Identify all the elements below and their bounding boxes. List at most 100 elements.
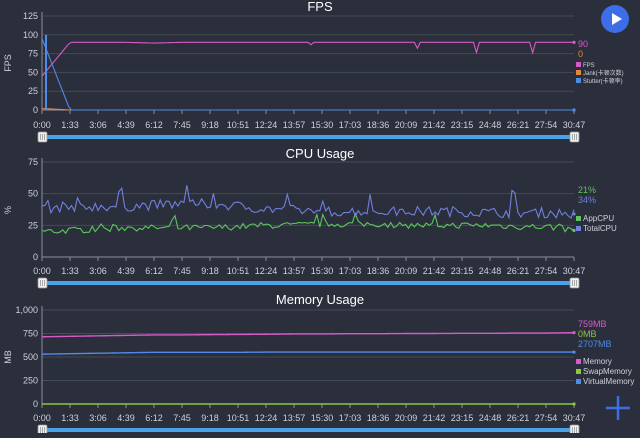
fps-current-value: 90 bbox=[578, 39, 588, 49]
play-button[interactable] bbox=[601, 5, 629, 33]
cpu-x-tick-label: 18:36 bbox=[367, 266, 390, 276]
memory-x-tick-label: 1:33 bbox=[61, 413, 79, 423]
memory-range-slider-track[interactable] bbox=[42, 428, 574, 432]
memory-x-tick-label: 12:24 bbox=[255, 413, 278, 423]
play-icon bbox=[612, 13, 622, 25]
cpu-y-tick-label: 0 bbox=[33, 252, 38, 262]
fps-range-slider-track[interactable] bbox=[42, 135, 574, 139]
memory-y-tick-label: 0 bbox=[33, 399, 38, 409]
fps-series-fps bbox=[41, 41, 574, 77]
cpu-x-tick-label: 27:54 bbox=[535, 266, 558, 276]
cpu-x-tick-label: 24:48 bbox=[479, 266, 502, 276]
cpu-current-value: 34% bbox=[578, 195, 596, 205]
memory-y-tick-label: 250 bbox=[23, 376, 38, 386]
memory-chart-title: Memory Usage bbox=[276, 292, 364, 307]
memory-y-tick-label: 500 bbox=[23, 352, 38, 362]
cpu-x-tick-label: 20:09 bbox=[395, 266, 418, 276]
fps-legend-item: Stutter(卡顿率) bbox=[583, 77, 623, 85]
fps-y-tick-label: 75 bbox=[28, 49, 38, 59]
memory-x-tick-label: 4:39 bbox=[117, 413, 135, 423]
fps-series-end-point bbox=[572, 40, 576, 44]
cpu-series-appcpu bbox=[41, 211, 575, 235]
cpu-x-tick-label: 17:03 bbox=[339, 266, 362, 276]
fps-x-tick-label: 6:12 bbox=[145, 120, 163, 130]
fps-legend-item: FPS bbox=[583, 63, 595, 69]
cpu-y-tick-label: 75 bbox=[28, 157, 38, 167]
cpu-x-tick-label: 0:00 bbox=[33, 266, 51, 276]
fps-x-tick-label: 17:03 bbox=[339, 120, 362, 130]
memory-x-tick-label: 6:12 bbox=[145, 413, 163, 423]
memory-current-value: 0MB bbox=[578, 329, 597, 339]
memory-legend-swatch bbox=[576, 369, 581, 374]
fps-x-tick-label: 4:39 bbox=[117, 120, 135, 130]
plus-icon bbox=[606, 396, 630, 420]
memory-series-end-point bbox=[572, 402, 576, 406]
cpu-legend-swatch bbox=[576, 226, 581, 231]
fps-y-tick-label: 0 bbox=[33, 105, 38, 115]
cpu-x-tick-label: 13:57 bbox=[283, 266, 306, 276]
cpu-x-tick-label: 3:06 bbox=[89, 266, 107, 276]
fps-x-tick-label: 21:42 bbox=[423, 120, 446, 130]
fps-x-tick-label: 7:45 bbox=[173, 120, 191, 130]
fps-x-tick-label: 13:57 bbox=[283, 120, 306, 130]
cpu-x-tick-label: 10:51 bbox=[227, 266, 250, 276]
fps-x-tick-label: 27:54 bbox=[535, 120, 558, 130]
cpu-x-tick-label: 1:33 bbox=[61, 266, 79, 276]
fps-current-value: 0 bbox=[578, 49, 583, 59]
memory-legend-item: Memory bbox=[583, 357, 612, 366]
memory-current-value: 759MB bbox=[578, 319, 607, 329]
fps-x-tick-label: 3:06 bbox=[89, 120, 107, 130]
memory-x-tick-label: 26:21 bbox=[507, 413, 530, 423]
memory-series-end-point bbox=[572, 331, 576, 335]
cpu-series-end-point bbox=[572, 228, 576, 232]
memory-x-tick-label: 30:47 bbox=[563, 413, 586, 423]
memory-series-memory bbox=[41, 331, 575, 338]
fps-y-tick-label: 25 bbox=[28, 86, 38, 96]
cpu-legend-item: TotalCPU bbox=[583, 224, 617, 233]
memory-x-tick-label: 0:00 bbox=[33, 413, 51, 423]
memory-x-tick-label: 21:42 bbox=[423, 413, 446, 423]
fps-series-end-point bbox=[572, 108, 576, 112]
fps-x-tick-label: 30:47 bbox=[563, 120, 586, 130]
fps-legend-swatch bbox=[576, 70, 581, 75]
cpu-x-tick-label: 4:39 bbox=[117, 266, 135, 276]
cpu-series-totalcpu bbox=[41, 185, 575, 220]
add-button[interactable] bbox=[604, 394, 632, 422]
cpu-x-tick-label: 6:12 bbox=[145, 266, 163, 276]
cpu-series-end-point bbox=[572, 212, 576, 216]
fps-y-axis-label: FPS bbox=[3, 54, 13, 72]
memory-series-end-point bbox=[572, 350, 576, 354]
memory-x-tick-label: 23:15 bbox=[451, 413, 474, 423]
cpu-chart-title: CPU Usage bbox=[286, 146, 355, 161]
memory-series-virtualmemory bbox=[41, 351, 574, 355]
memory-x-tick-label: 24:48 bbox=[479, 413, 502, 423]
cpu-x-tick-label: 7:45 bbox=[173, 266, 191, 276]
fps-x-tick-label: 9:18 bbox=[201, 120, 219, 130]
fps-y-tick-label: 50 bbox=[28, 67, 38, 77]
fps-x-tick-label: 12:24 bbox=[255, 120, 278, 130]
cpu-y-tick-label: 25 bbox=[28, 220, 38, 230]
cpu-x-tick-label: 30:47 bbox=[563, 266, 586, 276]
memory-x-tick-label: 9:18 bbox=[201, 413, 219, 423]
cpu-x-tick-label: 15:30 bbox=[311, 266, 334, 276]
cpu-range-slider-track[interactable] bbox=[42, 281, 574, 285]
cpu-x-tick-label: 12:24 bbox=[255, 266, 278, 276]
fps-x-tick-label: 18:36 bbox=[367, 120, 390, 130]
memory-x-tick-label: 27:54 bbox=[535, 413, 558, 423]
fps-x-tick-label: 15:30 bbox=[311, 120, 334, 130]
fps-x-tick-label: 10:51 bbox=[227, 120, 250, 130]
cpu-x-tick-label: 23:15 bbox=[451, 266, 474, 276]
cpu-x-tick-label: 26:21 bbox=[507, 266, 530, 276]
fps-legend-swatch bbox=[576, 78, 581, 83]
fps-x-tick-label: 1:33 bbox=[61, 120, 79, 130]
memory-x-tick-label: 15:30 bbox=[311, 413, 334, 423]
fps-x-tick-label: 0:00 bbox=[33, 120, 51, 130]
cpu-x-tick-label: 9:18 bbox=[201, 266, 219, 276]
memory-x-tick-label: 18:36 bbox=[367, 413, 390, 423]
memory-x-tick-label: 13:57 bbox=[283, 413, 306, 423]
cpu-y-axis-label: % bbox=[3, 206, 13, 214]
memory-legend-swatch bbox=[576, 379, 581, 384]
memory-y-axis-label: MB bbox=[3, 350, 13, 364]
fps-legend-item: Jank(卡顿次数) bbox=[583, 69, 624, 77]
